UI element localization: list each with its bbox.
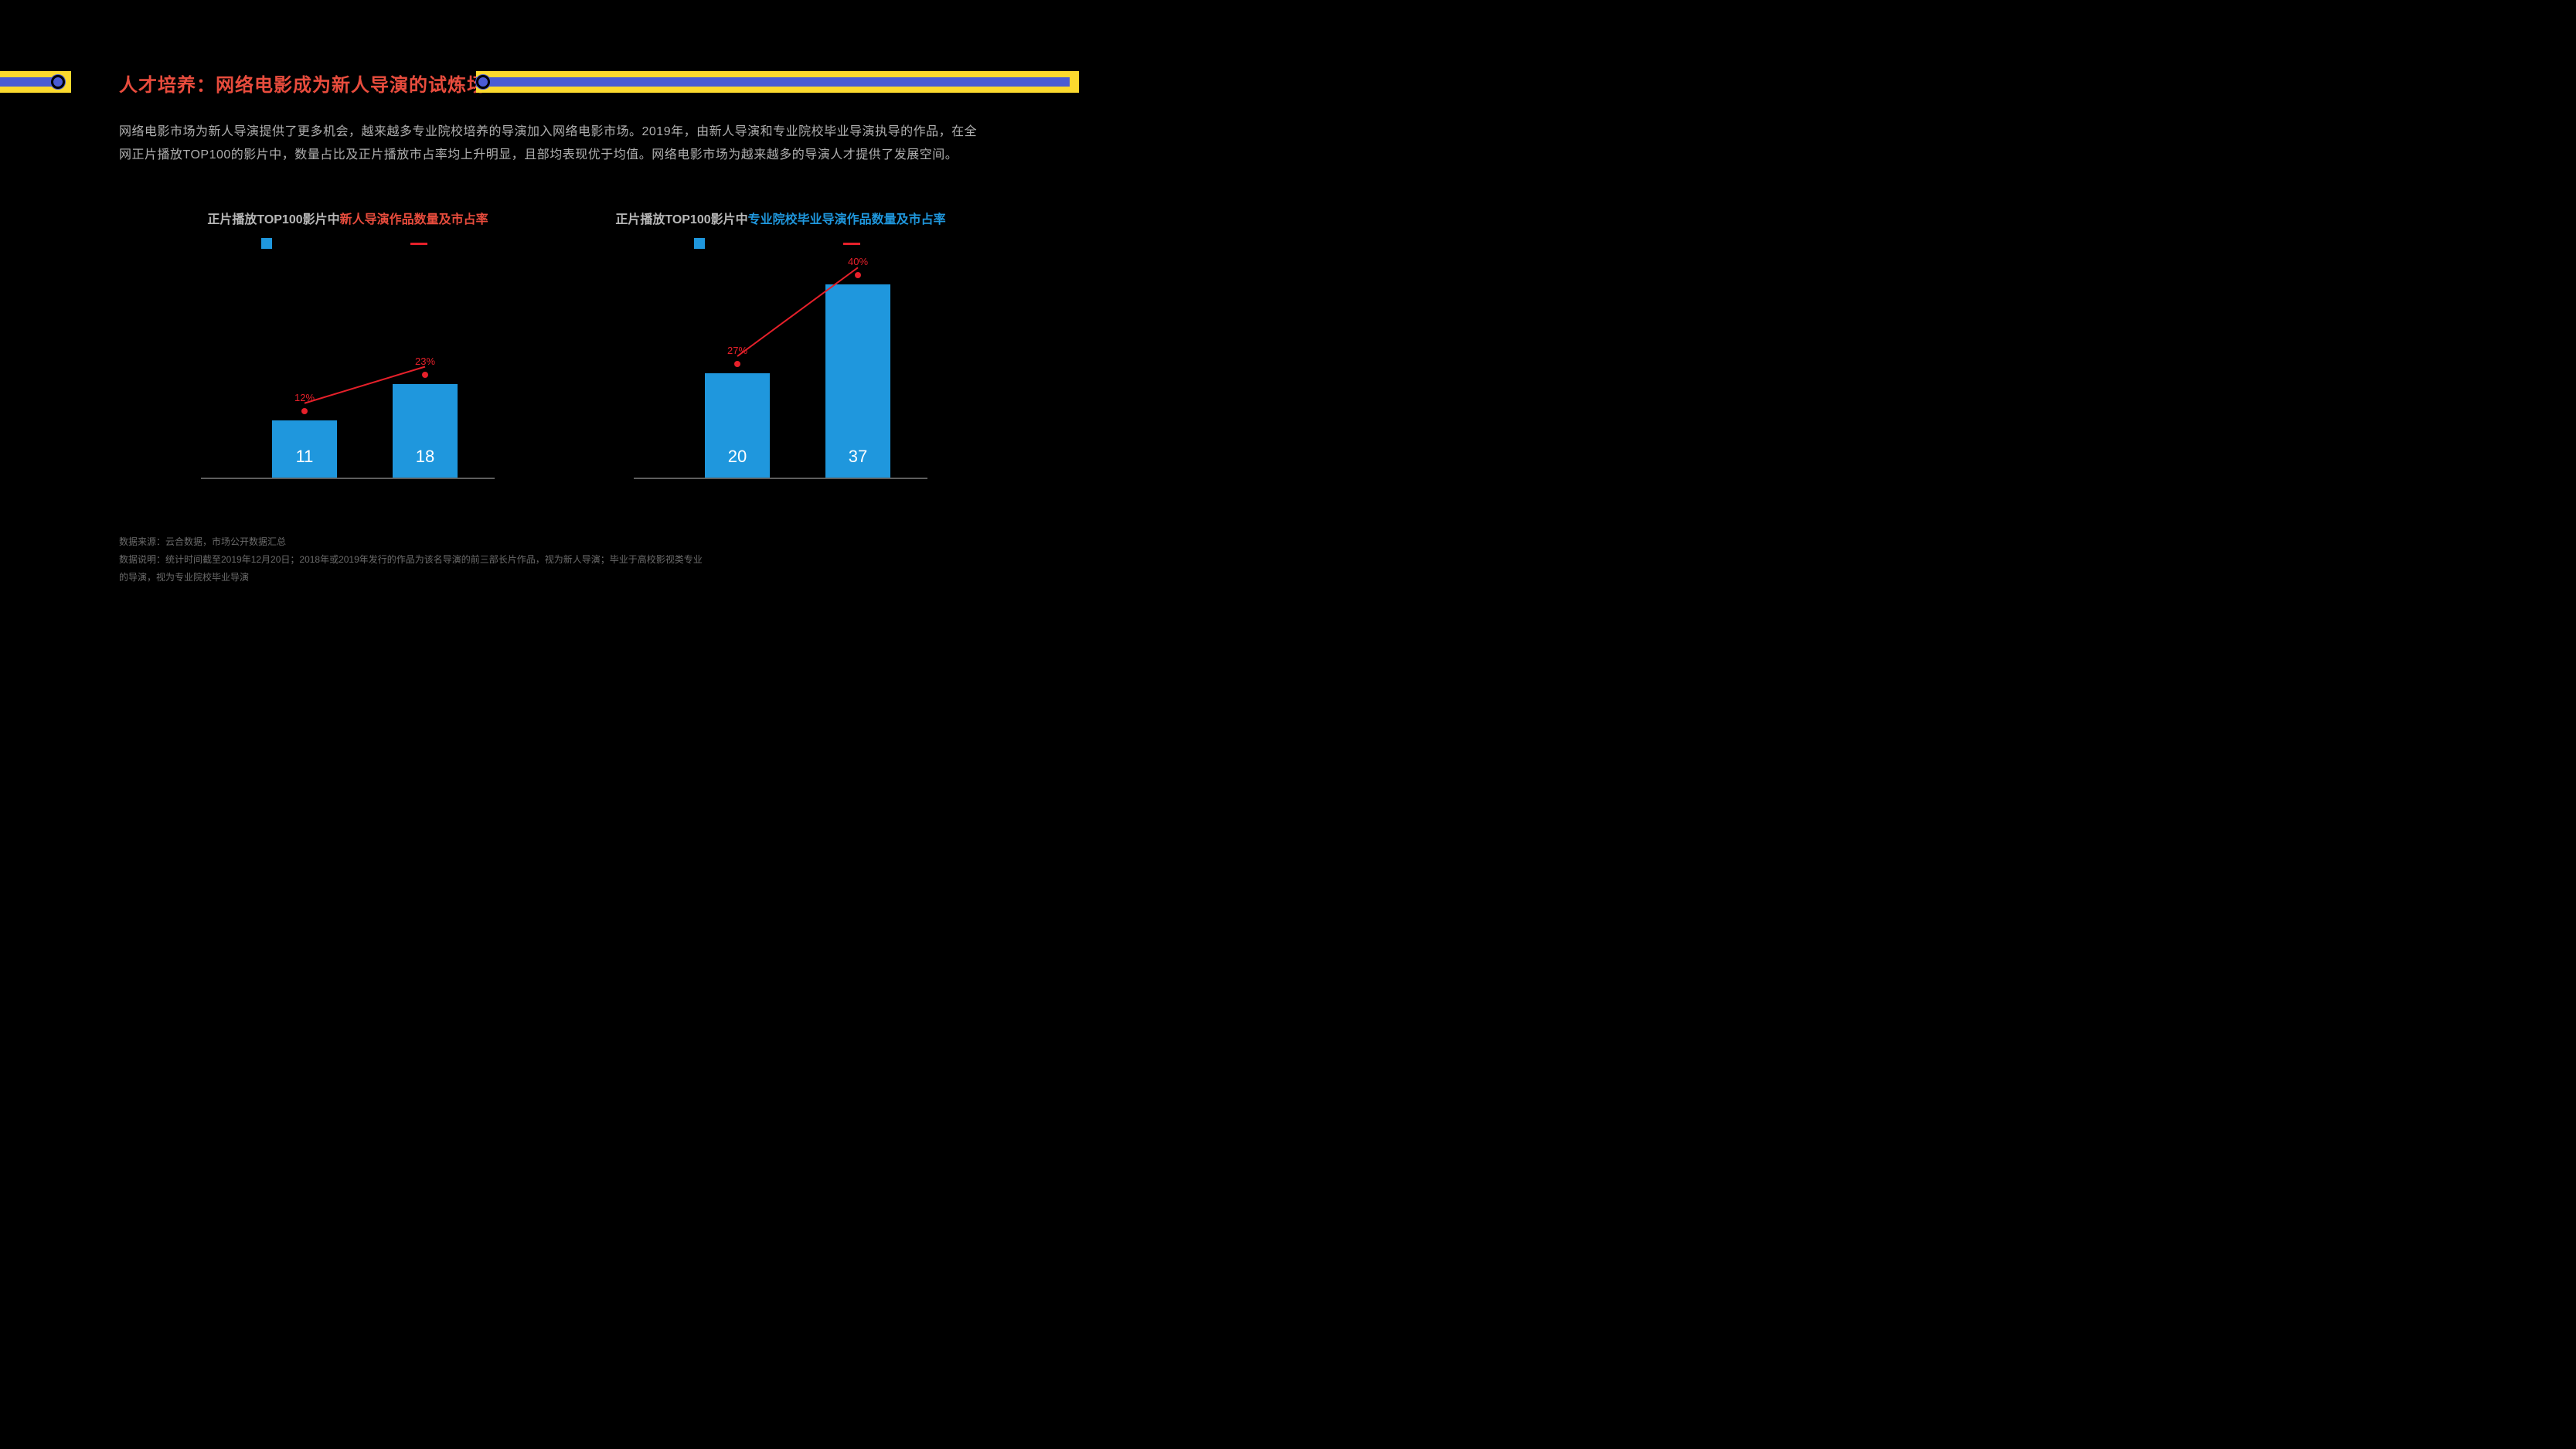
chart-title-prefix: 正片播放TOP100影片中 [207,213,339,226]
legend-line-swatch [843,243,860,245]
pct-label: 40% [848,256,868,267]
chart-academy-directors: 正片播放TOP100影片中专业院校毕业导演作品数量及市占率 . . 203727… [587,209,974,479]
chart-plot: 203727%40% [634,263,927,479]
data-source: 数据来源：云合数据，市场公开数据汇总 [119,533,706,551]
chart-plot: 111812%23% [201,263,495,479]
pct-label: 27% [727,345,747,356]
header-band-dot [51,75,65,89]
data-note: 数据说明：统计时间截至2019年12月20日；2018年或2019年发行的作品为… [119,551,706,587]
footer-notes: 数据来源：云合数据，市场公开数据汇总 数据说明：统计时间截至2019年12月20… [119,533,706,586]
slide: 人才培养：网络电影成为新人导演的试炼场 网络电影市场为新人导演提供了更多机会，越… [0,0,1159,652]
trend-line [201,263,495,479]
legend-bar-swatch [261,238,272,249]
page-title: 人才培养：网络电影成为新人导演的试炼场 [119,70,486,97]
line-point [855,272,861,278]
legend-bar-swatch [694,238,705,249]
trend-line [634,263,927,479]
line-point [422,372,428,378]
line-point [301,408,308,414]
chart-title: 正片播放TOP100影片中专业院校毕业导演作品数量及市占率 [587,209,974,227]
chart-title-highlight: 专业院校毕业导演作品数量及市占率 [748,213,946,226]
pct-label: 12% [294,392,315,403]
legend-bar: . [694,238,712,249]
pct-label: 23% [415,355,435,367]
header-band-blue-right [476,77,1070,87]
legend-line: . [410,238,434,249]
chart-legend: . . [155,238,541,249]
legend-line-swatch [410,243,427,245]
chart-new-directors: 正片播放TOP100影片中新人导演作品数量及市占率 . . 111812%23% [155,209,541,479]
legend-line: . [843,238,867,249]
chart-title-prefix: 正片播放TOP100影片中 [615,213,747,226]
chart-title-highlight: 新人导演作品数量及市占率 [340,213,488,226]
charts-row: 正片播放TOP100影片中新人导演作品数量及市占率 . . 111812%23%… [155,209,974,479]
body-paragraph: 网络电影市场为新人导演提供了更多机会，越来越多专业院校培养的导演加入网络电影市场… [119,121,985,168]
chart-title: 正片播放TOP100影片中新人导演作品数量及市占率 [155,209,541,227]
legend-bar: . [261,238,279,249]
line-point [734,361,740,367]
chart-legend: . . [587,238,974,249]
header-band-dot-right [476,75,490,89]
